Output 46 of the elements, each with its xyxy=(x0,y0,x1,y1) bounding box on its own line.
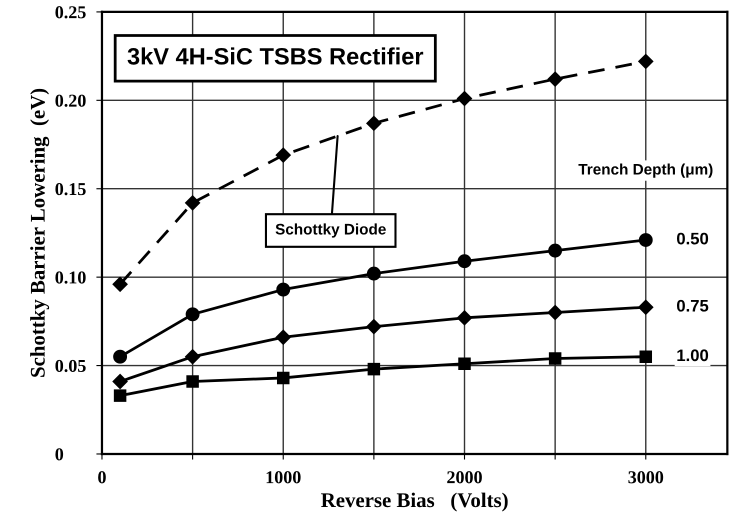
point xyxy=(113,350,128,364)
point xyxy=(112,374,128,390)
x-axis-title: Reverse Bias (Volts) xyxy=(321,492,508,512)
point xyxy=(458,358,471,370)
x-tick-label: 0 xyxy=(98,471,106,484)
point xyxy=(276,372,290,384)
point xyxy=(548,72,563,87)
point xyxy=(640,350,652,363)
point xyxy=(366,319,382,334)
series-label: 0.50 xyxy=(676,232,708,244)
point xyxy=(366,116,382,131)
point xyxy=(368,362,380,376)
y-tick-label: 0.25 xyxy=(55,6,86,18)
point xyxy=(548,352,562,365)
y-tick-label: 0.10 xyxy=(55,271,86,284)
point xyxy=(638,54,654,69)
point xyxy=(276,330,291,345)
y-tick-label: 0.20 xyxy=(55,94,86,107)
point xyxy=(112,276,128,292)
point xyxy=(185,195,200,210)
point xyxy=(458,254,472,268)
point xyxy=(548,304,563,320)
y-tick-label: 0 xyxy=(55,448,64,460)
x-tick-label: 2000 xyxy=(447,471,482,484)
y-axis-title: Schottky Barrier Lowering (eV) xyxy=(30,88,50,377)
x-tick-label: 1000 xyxy=(266,471,301,484)
y-tick-label: 0.05 xyxy=(55,360,86,372)
x-tick-label: 3000 xyxy=(628,471,664,484)
point xyxy=(638,233,653,247)
series-label: 1.00 xyxy=(677,349,708,362)
point xyxy=(456,90,472,106)
text: Schottky Diode xyxy=(276,223,386,238)
point xyxy=(548,244,562,258)
series-label: 0.75 xyxy=(676,300,708,312)
point xyxy=(366,266,381,281)
point xyxy=(456,310,472,326)
point xyxy=(638,300,654,315)
point xyxy=(185,349,200,364)
point xyxy=(276,148,291,163)
point xyxy=(186,375,199,388)
text: 3kV 4H-SiC TSBS Rectifier xyxy=(128,47,424,65)
point xyxy=(276,282,290,296)
point xyxy=(186,307,200,322)
legend-title: Trench Depth (μm) xyxy=(578,163,713,178)
y-tick-label: 0.15 xyxy=(55,182,86,196)
point xyxy=(114,389,126,402)
